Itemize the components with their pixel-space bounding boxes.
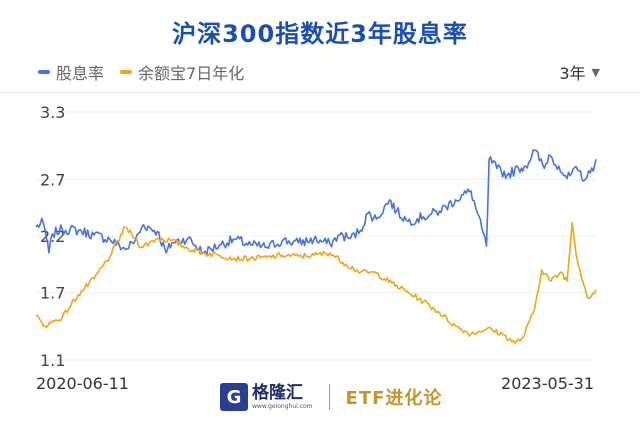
- chevron-down-icon: ▼: [591, 65, 600, 79]
- divider: [0, 92, 640, 93]
- yuebao-swatch-icon: [120, 70, 133, 74]
- x-axis-end-label: 2023-05-31: [501, 374, 594, 393]
- legend: 股息率 余额宝7日年化: [38, 60, 260, 84]
- gelonghui-logo-icon: G: [220, 383, 248, 411]
- series-line-dividend-yield: [35, 149, 597, 257]
- brand-footer: G 格隆汇 www.gelonghui.com ETF进化论: [220, 380, 442, 414]
- range-select-label: 3年: [559, 64, 586, 83]
- x-axis-start-label: 2020-06-11: [36, 374, 129, 393]
- y-tick-label: 2.7: [40, 171, 65, 190]
- y-tick-label: 1.7: [40, 283, 65, 302]
- legend-label-yuebao: 余额宝7日年化: [138, 64, 245, 83]
- brand-url: www.gelonghui.com: [252, 402, 313, 410]
- brand-name: 格隆汇: [252, 382, 303, 403]
- brand-divider: [328, 384, 330, 410]
- legend-item-yuebao[interactable]: 余额宝7日年化: [120, 60, 244, 84]
- y-tick-label: 3.3: [40, 103, 65, 122]
- legend-item-dividend[interactable]: 股息率: [38, 60, 104, 84]
- range-select[interactable]: 3年 ▼: [559, 60, 600, 84]
- brand-tagline: ETF进化论: [345, 388, 443, 409]
- chart-title: 沪深300指数近3年股息率: [172, 19, 468, 48]
- y-tick-label: 1.1: [40, 351, 65, 370]
- y-tick-label: 2.2: [40, 227, 65, 246]
- series-line-yuebao: [35, 221, 597, 344]
- dividend-swatch-icon: [38, 70, 50, 74]
- legend-label-dividend: 股息率: [56, 64, 105, 83]
